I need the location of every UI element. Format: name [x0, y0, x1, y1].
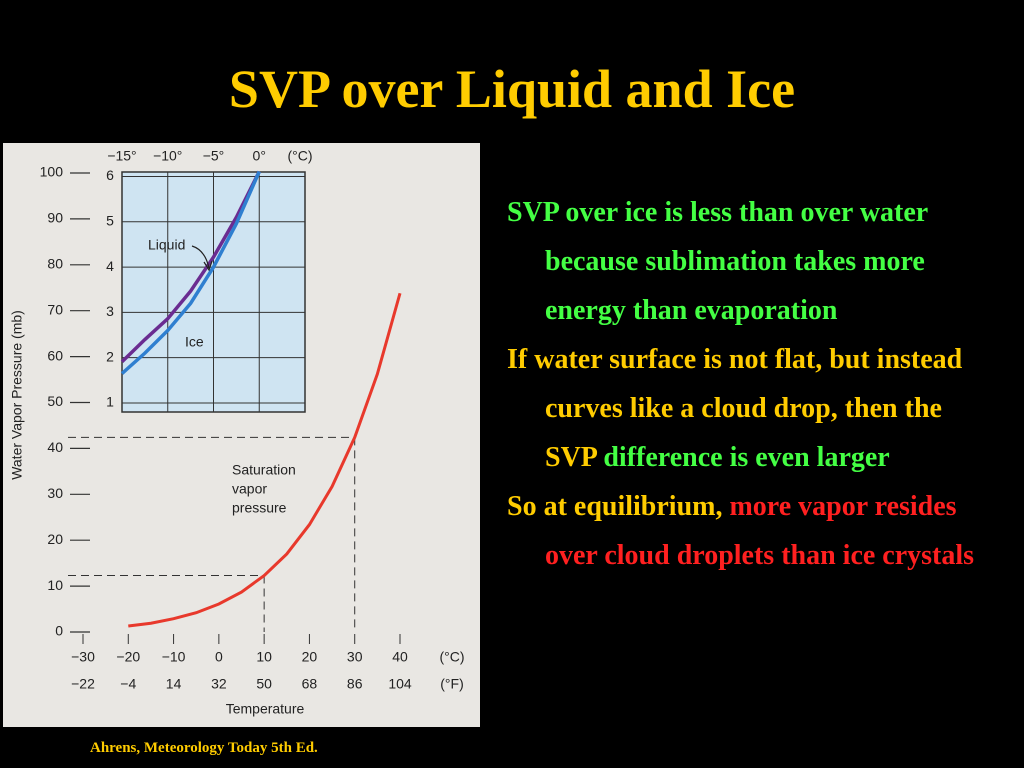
x-tick-label: 20 [302, 649, 318, 665]
inset-y-tick-label: 5 [106, 213, 114, 229]
annotation: pressure [232, 500, 287, 516]
bullet-list: SVP over ice is less than over water bec… [507, 188, 977, 580]
x-tick-label: 0 [215, 649, 223, 665]
y-tick-label: 70 [47, 301, 63, 317]
bullet: So at equilibrium, more vapor resides ov… [507, 482, 977, 580]
y-tick-label: 50 [47, 393, 63, 409]
bullet: SVP over ice is less than over water bec… [507, 188, 977, 335]
x2-tick-label: 68 [302, 676, 318, 692]
x-tick-label: 40 [392, 649, 408, 665]
y-tick-label: 20 [47, 531, 63, 547]
bullet-text: difference is even larger [603, 442, 890, 473]
x-tick-label: −20 [116, 649, 140, 665]
caption: Ahrens, Meteorology Today 5th Ed. [90, 740, 318, 756]
x2-tick-label: 32 [211, 676, 227, 692]
bullet-text: SVP over ice is less than over water bec… [507, 197, 928, 326]
inset-y-tick-label: 2 [106, 348, 114, 364]
bullet-text: If water surface is not flat, but instea… [507, 344, 963, 473]
slide-title: SVP over Liquid and Ice [228, 59, 796, 119]
x-axis-label: Temperature [226, 701, 305, 717]
inset-x-unit: (°C) [287, 148, 312, 164]
bullet-text: more vapor resides over cloud droplets t… [545, 491, 975, 571]
inset-y-tick-label: 1 [106, 394, 114, 410]
inset-curve [120, 170, 261, 363]
x2-tick-label: 104 [388, 676, 412, 692]
y-tick-label: 0 [55, 623, 63, 639]
inset-y-tick-label: 4 [106, 258, 114, 274]
inset-x-tick-label: −5° [203, 148, 225, 164]
x2-tick-label: −22 [71, 676, 95, 692]
x2-tick-label: 86 [347, 676, 363, 692]
annotation: Saturation [232, 462, 296, 478]
x-tick-label: −30 [71, 649, 95, 665]
curve [128, 292, 402, 628]
x-tick-label: −10 [162, 649, 186, 665]
y-tick-label: 30 [47, 485, 63, 501]
bullet-text: So at equilibrium, [507, 491, 730, 522]
y-tick-label: 10 [47, 577, 63, 593]
inset-x-tick-label: −15° [107, 148, 136, 164]
inset-y-tick-label: 3 [106, 303, 114, 319]
annotation: vapor [232, 481, 267, 497]
label-arrow [191, 245, 213, 272]
y-tick-label: 90 [47, 210, 63, 226]
y-tick-label: 60 [47, 347, 63, 363]
x2-tick-label: −4 [120, 676, 136, 692]
bullet: If water surface is not flat, but instea… [507, 335, 977, 482]
inset-x-tick-label: −10° [153, 148, 182, 164]
x-unit: (°C) [439, 649, 464, 665]
y-tick-label: 80 [47, 256, 63, 272]
x2-tick-label: 50 [256, 676, 272, 692]
y-tick-label: 100 [40, 164, 64, 180]
inset-x-tick-label: 0° [253, 148, 266, 164]
inset-y-tick-label: 6 [106, 167, 114, 183]
x2-unit: (°F) [440, 676, 463, 692]
x2-tick-label: 14 [166, 676, 182, 692]
x-tick-label: 10 [256, 649, 272, 665]
series-label: Ice [185, 334, 204, 350]
y-axis-label: Water Vapor Pressure (mb) [9, 310, 25, 480]
series-label: Liquid [148, 237, 185, 253]
inset-curve [120, 170, 261, 375]
x-tick-label: 30 [347, 649, 363, 665]
y-tick-label: 40 [47, 439, 63, 455]
